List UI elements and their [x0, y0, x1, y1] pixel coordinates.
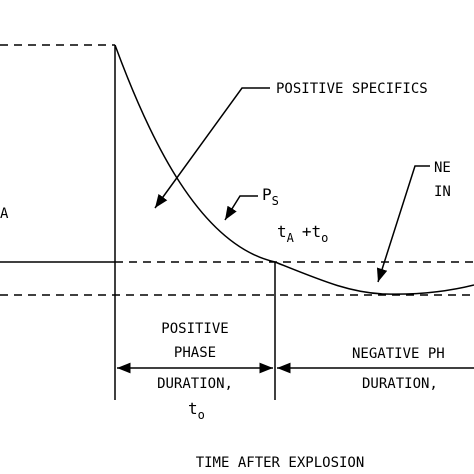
phase-symbol: to [188, 399, 205, 422]
phase-text: PHASE [174, 345, 216, 361]
pressure-curve [114, 44, 474, 295]
symbol-sub: o [198, 408, 205, 422]
t-sub: o [321, 231, 328, 245]
t-main: +t [302, 222, 321, 241]
left-label: A [0, 206, 9, 222]
x-axis-label: TIME AFTER EXPLOSION [196, 455, 365, 471]
ps-main: P [262, 185, 272, 204]
phase-text: DURATION, [157, 376, 233, 392]
time-label: tA +to [277, 222, 328, 245]
negative-impulse-label: IN [434, 184, 451, 200]
impulse-leader [154, 87, 270, 209]
positive-impulse-label: POSITIVE SPECIFICS [276, 81, 428, 97]
neg-impulse-leader [376, 165, 430, 283]
ps-leader [224, 195, 258, 221]
negative-impulse-label: NE [434, 160, 451, 176]
symbol-main: t [188, 399, 198, 418]
ps-label: PS [262, 185, 279, 208]
ps-sub: S [272, 194, 279, 208]
t-main: t [277, 222, 287, 241]
phase-text: POSITIVE [161, 321, 228, 337]
phase-text: DURATION, [362, 376, 438, 392]
t-sub: A [287, 231, 295, 245]
phase-text: NEGATIVE PH [352, 346, 445, 362]
